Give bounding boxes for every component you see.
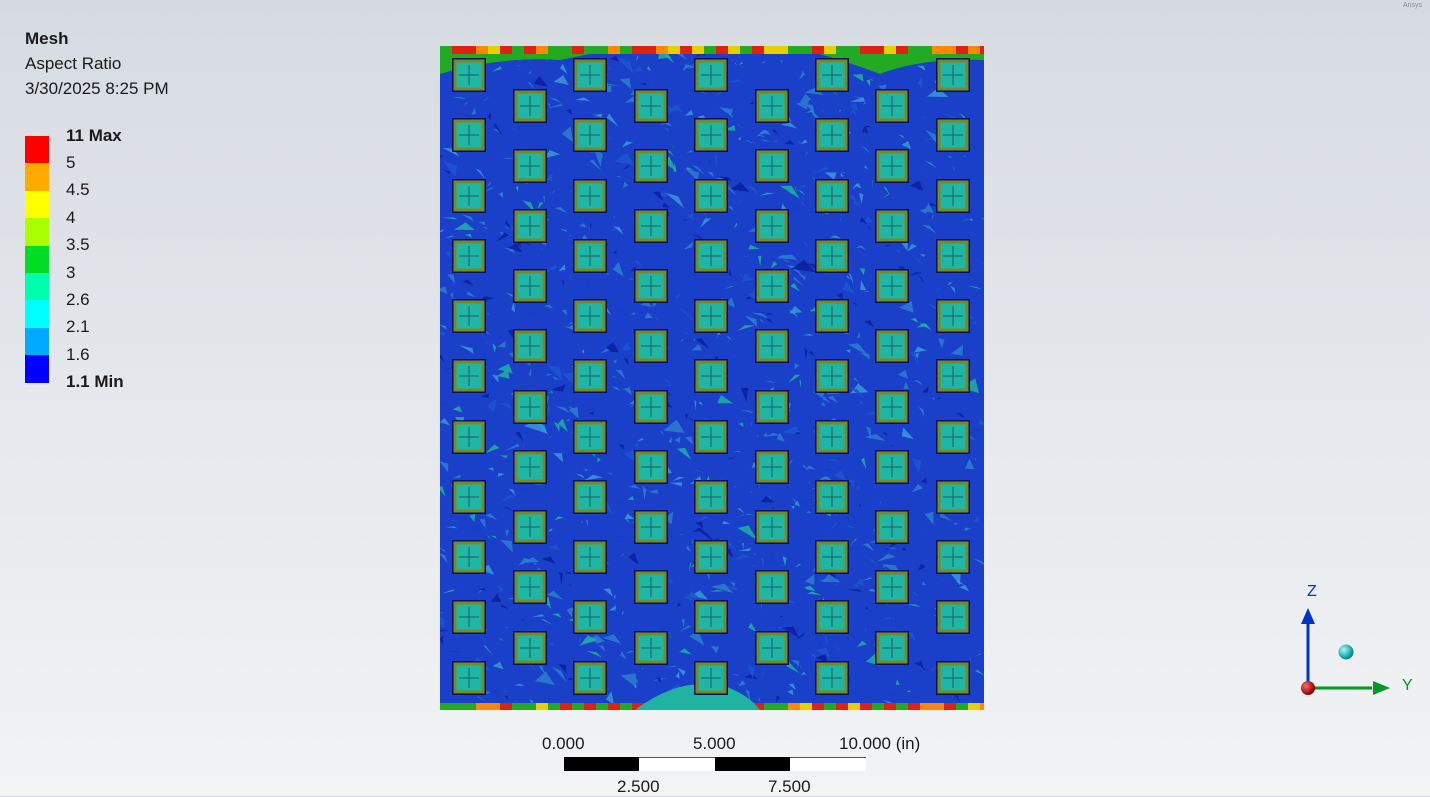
legend-label: 2.1 <box>66 317 90 337</box>
legend-swatch <box>25 191 49 218</box>
y-axis-arrow <box>1373 681 1390 695</box>
legend-swatch <box>25 355 49 382</box>
scale-label-5: 5.000 <box>693 734 736 754</box>
y-axis-label: Y <box>1402 677 1413 694</box>
brand-mark: Ansys <box>1403 2 1422 9</box>
legend-label: 4 <box>66 208 75 228</box>
legend-swatches <box>25 136 49 383</box>
scale-label-0: 0.000 <box>542 734 585 754</box>
mesh-viewport[interactable] <box>440 46 984 710</box>
scale-label-7.5: 7.500 <box>768 777 811 797</box>
legend-swatch <box>25 273 49 300</box>
mesh-plot[interactable] <box>440 46 984 710</box>
legend-label: 4.5 <box>66 180 90 200</box>
z-axis-arrow <box>1301 608 1315 624</box>
scale-label-10: 10.000 (in) <box>839 734 920 754</box>
z-axis-label: Z <box>1307 583 1317 600</box>
axis-triad[interactable]: Z Y <box>1280 570 1430 710</box>
scale-segment-white <box>790 757 866 771</box>
scale-label-2.5: 2.500 <box>617 777 660 797</box>
result-title: Mesh <box>25 26 169 51</box>
legend-swatch <box>25 136 49 163</box>
legend-swatch <box>25 218 49 245</box>
scale-segment-white <box>639 757 715 771</box>
result-timestamp: 3/30/2025 8:25 PM <box>25 76 169 101</box>
legend-label: 3.5 <box>66 235 90 255</box>
legend-label-max: 11 Max <box>66 126 122 146</box>
isometric-view-ball-icon[interactable] <box>1339 645 1354 660</box>
scale-segment-black <box>715 757 790 771</box>
legend-label-min: 1.1 Min <box>66 372 124 392</box>
legend-label: 3 <box>66 263 75 283</box>
scale-segment-black <box>564 757 639 771</box>
legend-swatch <box>25 328 49 355</box>
result-header: Mesh Aspect Ratio 3/30/2025 8:25 PM <box>25 26 169 101</box>
legend-label: 2.6 <box>66 290 90 310</box>
legend-swatch <box>25 163 49 190</box>
legend-label: 1.6 <box>66 345 90 365</box>
legend-swatch <box>25 300 49 327</box>
scale-bar: 0.000 5.000 10.000 (in) 2.500 7.500 <box>540 730 880 796</box>
legend-swatch <box>25 246 49 273</box>
result-subtitle: Aspect Ratio <box>25 51 169 76</box>
origin-ball-icon <box>1301 681 1315 695</box>
legend-label: 5 <box>66 153 75 173</box>
